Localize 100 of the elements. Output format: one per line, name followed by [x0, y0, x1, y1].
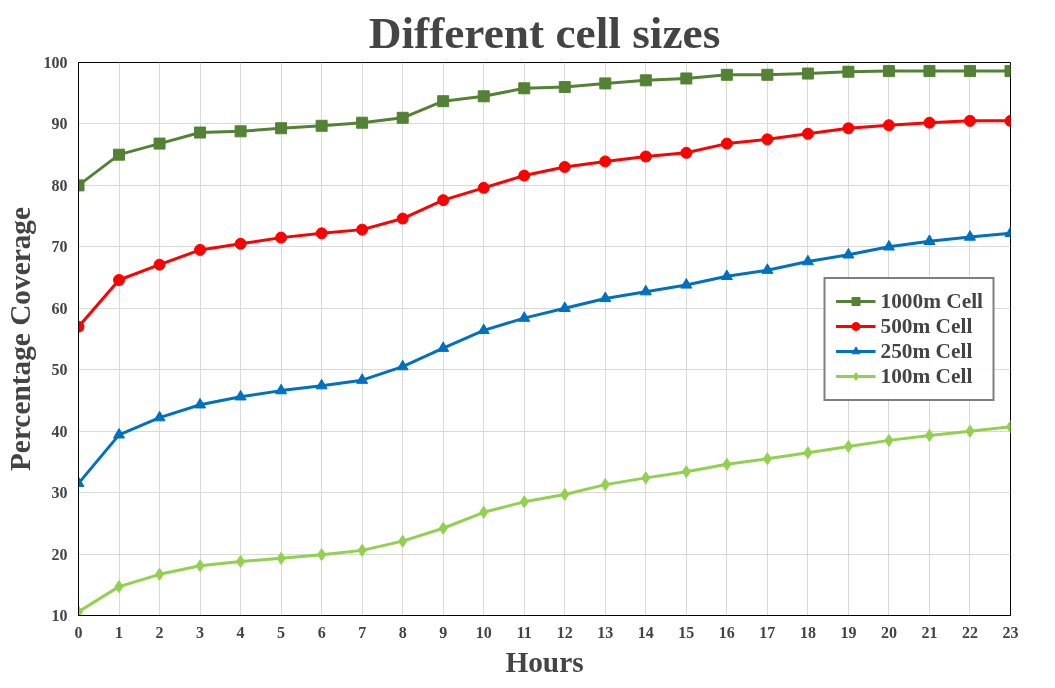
y-tick-label: 10	[51, 607, 68, 624]
y-tick-label: 80	[51, 176, 68, 194]
point	[113, 148, 126, 161]
point	[761, 68, 774, 81]
x-tick-label: 5	[277, 623, 286, 641]
point	[923, 65, 936, 78]
point	[558, 160, 571, 173]
point	[438, 521, 448, 535]
legend-label: 500m Cell	[880, 313, 973, 339]
point	[356, 116, 369, 129]
point	[639, 150, 652, 163]
point	[114, 580, 124, 594]
point	[963, 114, 976, 127]
x-tick-label: 8	[398, 623, 407, 641]
point	[396, 212, 409, 225]
point	[155, 567, 165, 581]
point	[234, 389, 247, 401]
y-tick-label: 70	[51, 238, 68, 256]
point	[518, 311, 531, 322]
x-tick-label: 9	[439, 623, 448, 641]
point	[843, 440, 853, 454]
x-tick-label: 7	[358, 623, 367, 641]
point	[518, 82, 531, 95]
point	[803, 446, 813, 460]
x-tick-label: 23	[1002, 623, 1019, 641]
point	[153, 258, 166, 271]
y-tick-label: 60	[51, 299, 68, 317]
point	[965, 424, 975, 438]
x-tick-label: 6	[317, 623, 326, 641]
point	[600, 478, 610, 492]
y-axis-title: Percentage Coverage	[3, 206, 36, 472]
point	[519, 495, 529, 509]
x-tick-label: 10	[475, 623, 492, 641]
point	[923, 234, 936, 245]
x-tick-label: 11	[516, 623, 532, 641]
point	[315, 378, 328, 390]
point	[681, 465, 691, 479]
point	[194, 397, 207, 409]
point	[477, 323, 490, 335]
y-tick-label: 20	[51, 545, 68, 563]
point	[153, 410, 166, 422]
legend-label: 250m Cell	[880, 338, 973, 364]
x-tick-label: 13	[597, 623, 614, 641]
point	[236, 554, 246, 568]
y-tick-label: 100	[43, 54, 68, 71]
legend-label: 100m Cell	[880, 363, 973, 389]
point	[680, 146, 693, 159]
point	[801, 254, 814, 266]
point	[599, 77, 612, 90]
point	[437, 341, 450, 352]
point	[275, 383, 288, 395]
point	[639, 74, 652, 87]
point	[801, 67, 814, 80]
x-tick-label: 1	[115, 623, 124, 641]
point	[882, 239, 895, 251]
point	[275, 122, 288, 135]
y-tick-label: 30	[51, 484, 68, 502]
point	[599, 155, 612, 168]
x-tick-label: 15	[678, 623, 695, 641]
x-tick-label: 22	[961, 623, 978, 641]
point	[720, 137, 733, 150]
y-tick-label: 50	[51, 361, 68, 379]
x-tick-label: 20	[880, 623, 897, 641]
point	[356, 223, 369, 236]
point	[195, 559, 205, 573]
point	[641, 471, 651, 485]
point	[801, 127, 814, 140]
point	[842, 247, 855, 259]
point	[963, 230, 976, 241]
point	[194, 126, 207, 139]
point	[680, 72, 693, 85]
x-tick-label: 2	[155, 623, 164, 641]
point	[437, 95, 450, 108]
x-tick-label: 19	[840, 623, 857, 641]
point	[194, 243, 207, 256]
point	[680, 278, 693, 289]
point	[396, 111, 409, 124]
point	[234, 125, 247, 138]
y-tick-label: 90	[51, 115, 68, 133]
y-tick-label: 40	[51, 422, 68, 440]
point	[761, 133, 774, 146]
point	[558, 301, 571, 312]
point	[882, 65, 895, 78]
point	[762, 452, 772, 466]
point	[113, 428, 126, 439]
point	[315, 227, 328, 240]
point	[761, 263, 774, 274]
point	[639, 284, 652, 296]
point	[924, 428, 934, 442]
point	[396, 359, 409, 371]
point	[720, 68, 733, 81]
x-tick-label: 16	[718, 623, 735, 641]
x-tick-label: 0	[74, 623, 83, 641]
x-tick-label: 4	[236, 623, 245, 641]
x-tick-label: 14	[637, 623, 654, 641]
x-axis-title: Hours	[505, 645, 584, 678]
point	[477, 90, 490, 103]
point	[479, 505, 489, 519]
point	[356, 373, 369, 384]
x-tick-label: 12	[556, 623, 573, 641]
